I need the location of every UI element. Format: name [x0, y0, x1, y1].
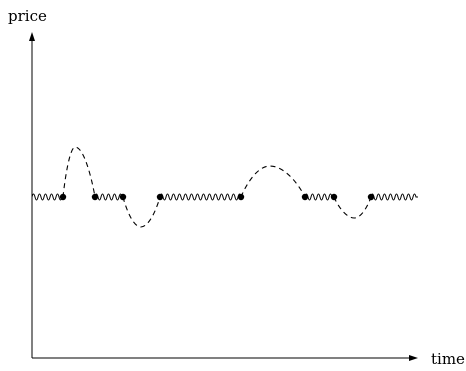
breakpoint-dot: [119, 193, 127, 201]
breakpoint-dot: [301, 193, 309, 201]
dashed-up-segment: [62, 146, 96, 198]
price-dots: [59, 193, 375, 201]
breakpoint-dot: [91, 193, 99, 201]
price-path: [31, 146, 418, 228]
wavy-segment: [94, 193, 123, 201]
y-axis-arrowhead: [29, 32, 35, 41]
breakpoint-dot: [367, 193, 375, 201]
y-axis-label: price: [8, 7, 47, 25]
x-axis-arrowhead: [409, 355, 418, 361]
dashed-down-segment: [122, 196, 161, 228]
breakpoint-dot: [156, 193, 164, 201]
breakpoint-dot: [330, 193, 338, 201]
x-axis-label: time: [431, 350, 465, 368]
dashed-up-segment: [240, 165, 306, 198]
wavy-segment: [31, 193, 63, 201]
breakpoint-dot: [237, 193, 245, 201]
wavy-segment: [159, 193, 242, 201]
breakpoint-dot: [59, 193, 67, 201]
wavy-segment: [370, 193, 418, 201]
wavy-segment: [304, 193, 334, 201]
dashed-down-segment: [333, 196, 372, 219]
